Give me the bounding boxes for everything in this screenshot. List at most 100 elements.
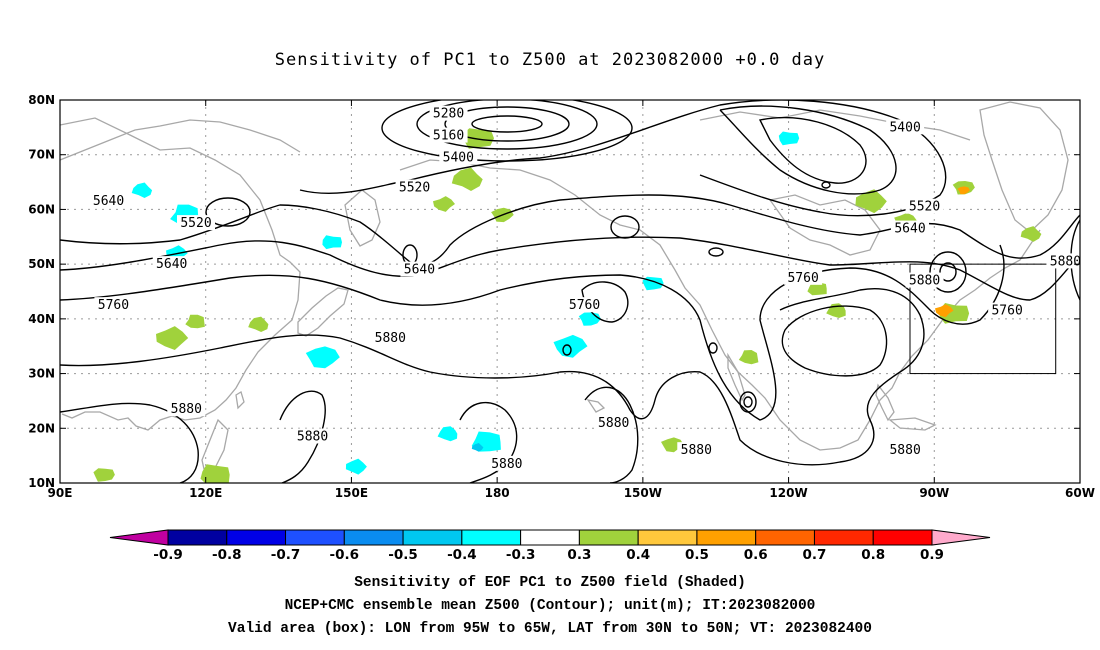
chart-title: Sensitivity of PC1 to Z500 at 2023082000… — [274, 50, 826, 70]
contour-5520-north — [299, 100, 947, 217]
colorbar-tick-label: 0.6 — [744, 547, 768, 563]
coastline-arctic-islands — [699, 109, 971, 141]
lon-tick-label: 90W — [919, 486, 949, 500]
colorbar-tick-label: 0.9 — [920, 547, 944, 563]
contour-5880-main — [60, 288, 925, 466]
lon-tick-label: 60W — [1065, 486, 1095, 500]
colorbar-high-triangle — [931, 529, 991, 546]
contour-label: 5880 — [909, 274, 940, 289]
contour-label-bg — [891, 220, 929, 236]
contour-label-bg — [905, 272, 944, 288]
lon-tick-label: 90E — [48, 486, 73, 500]
contour-label-bg — [439, 149, 478, 165]
contour-low-5340 — [416, 100, 598, 150]
colorbar: -0.9 -0.8 -0.7 -0.6 -0.5 -0.4 -0.3 0.3 0.4 0.5 0.6… — [109, 529, 991, 563]
contour-label-bg — [677, 442, 716, 458]
coastline-taiwan — [235, 391, 245, 410]
lat-tick-label: 40N — [28, 312, 55, 326]
contour-label-bg — [167, 401, 206, 417]
colorbar-box — [696, 529, 757, 546]
sensitivity-patch — [738, 350, 759, 365]
contour-label: 5880 — [297, 429, 328, 444]
lat-tick-label: 50N — [28, 257, 55, 271]
sensitivity-patch — [345, 458, 367, 475]
colorbar-box — [226, 529, 287, 546]
contour-label: 5760 — [569, 298, 600, 313]
lon-tick-label: 120W — [769, 486, 807, 500]
sensitivity-patch — [248, 316, 269, 332]
sensitivity-patch — [807, 281, 827, 296]
lon-tick-label: 150E — [335, 486, 368, 500]
contour-high-east-inner — [939, 262, 957, 282]
coastline-asia — [60, 117, 301, 431]
coastlines — [60, 101, 1069, 480]
lat-tick-label: 70N — [28, 148, 55, 162]
colorbar-tick-label: 0.4 — [626, 547, 650, 563]
colorbar-tick-label: -0.4 — [447, 547, 477, 563]
contour-label: 5880 — [375, 331, 406, 346]
contour-label: 5280 — [433, 107, 464, 122]
contour-small-7 — [708, 247, 724, 257]
sensitivity-patch — [322, 235, 342, 250]
sensitivity-patch — [200, 464, 230, 483]
sensitivity-patch — [471, 443, 484, 452]
colorbar-box — [872, 529, 933, 546]
contour-label-bg — [886, 442, 925, 458]
contour-small-5 — [562, 344, 572, 356]
colorbar-box — [402, 529, 463, 546]
contour-label-bg — [371, 330, 410, 346]
caption-contour: NCEP+CMC ensemble mean Z500 (Contour); u… — [284, 598, 816, 614]
contour-5880-cpac — [459, 401, 518, 483]
contour-5640 — [60, 194, 1080, 266]
colorbar-tick-label: 0.8 — [861, 547, 885, 563]
contour-high-japan — [205, 197, 251, 227]
contour-label: 5520 — [909, 200, 940, 215]
lon-tick-label: 120E — [189, 486, 222, 500]
colorbar-tick-label: 0.3 — [567, 547, 591, 563]
contour-label: 5880 — [1050, 254, 1081, 269]
contour-label: 5520 — [399, 181, 430, 196]
sensitivity-patch — [578, 312, 601, 326]
contour-low-5160 — [471, 115, 543, 133]
coastline-cuba — [888, 417, 937, 431]
contour-label: 5760 — [787, 271, 818, 286]
contour-small-3 — [739, 391, 757, 413]
sensitivity-patch — [93, 468, 115, 482]
coastline-baja — [727, 352, 746, 402]
lat-tick-label: 80N — [28, 93, 55, 107]
sensitivity-patch — [185, 314, 205, 329]
colorbar-tick-label: -0.6 — [330, 547, 360, 563]
coastline-hawaii — [586, 399, 606, 413]
lat-tick-label: 10N — [28, 476, 55, 490]
lat-tick-label: 60N — [28, 202, 55, 216]
sensitivity-patch — [451, 167, 483, 191]
contour-label: 5880 — [491, 457, 522, 472]
colorbar-box — [755, 529, 815, 546]
colorbar-box — [578, 529, 639, 546]
grid-lines — [59, 99, 1081, 484]
contour-5460-north — [719, 105, 897, 195]
caption-valid-area: Valid area (box): LON from 95W to 65W, L… — [228, 621, 872, 637]
sensitivity-patch — [305, 346, 340, 369]
contour-label: 5760 — [98, 298, 129, 313]
contour-label-bg — [94, 297, 133, 313]
sensitivity-patch — [957, 186, 970, 195]
contour-small-4 — [743, 396, 753, 408]
contour-labels: 5280 5160 5400 5520 5400 5520 5640 5640 5520 5640… — [89, 105, 1081, 472]
colorbar-tick-label: -0.3 — [506, 547, 536, 563]
colorbar-tick-label: -0.8 — [212, 547, 242, 563]
contour-label-bg — [395, 179, 434, 195]
contour-label: 5640 — [404, 263, 435, 278]
contour-label: 5880 — [598, 416, 629, 431]
sensitivity-patch — [156, 326, 189, 350]
contour-5400-north — [758, 116, 867, 184]
valid-area-rect — [909, 263, 1057, 375]
colorbar-box — [167, 529, 228, 546]
colorbar-box — [285, 529, 345, 546]
sensitivity-shading — [93, 128, 1042, 483]
sensitivity-patch — [935, 304, 954, 318]
contour-small-6 — [708, 342, 718, 354]
contour-high-east — [929, 251, 967, 293]
contour-label-bg — [1046, 253, 1080, 269]
